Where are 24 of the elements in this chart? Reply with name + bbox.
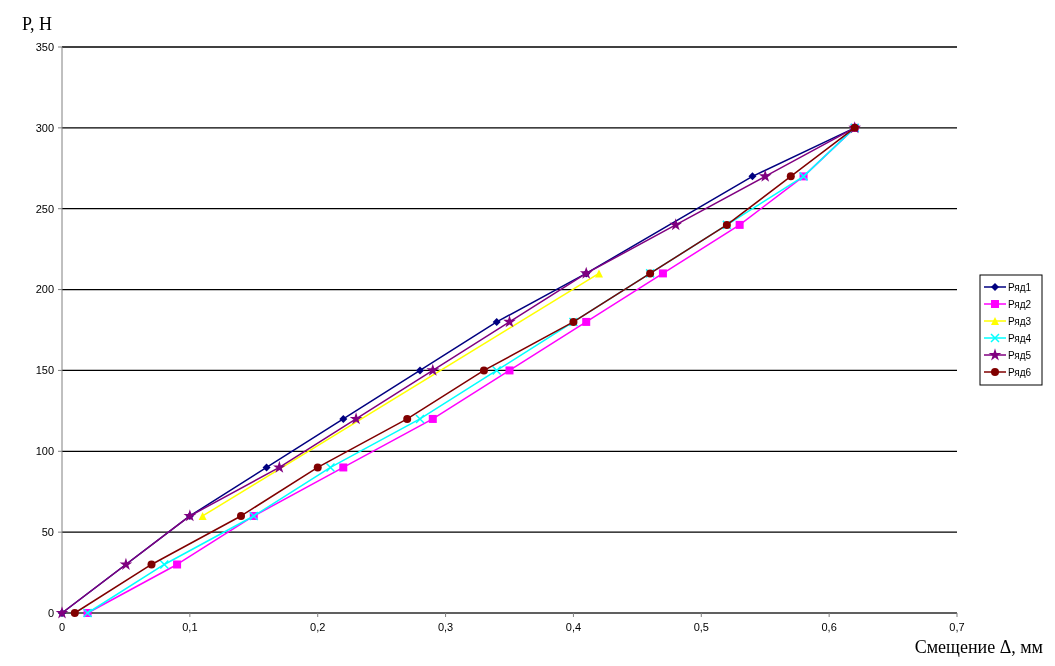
y-tick-label: 100 [35,445,54,458]
x-tick-label: 0,4 [565,621,582,633]
x-tick-label: 0,2 [310,621,326,633]
x-tick-label: 0,7 [949,621,965,633]
legend-label: Ряд1 [1008,281,1032,293]
x-tick-label: 0,3 [437,621,454,633]
legend-label: Ряд2 [1008,298,1032,310]
x-axis-title: Смещение Δ, мм [914,637,1043,657]
x-tick-label: 0 [58,621,66,633]
legend-label: Ряд6 [1008,366,1032,378]
y-tick-label: 150 [35,364,54,377]
x-tick-label: 0,5 [693,621,709,633]
y-tick-label: 50 [41,525,54,538]
legend-label: Ряд3 [1008,315,1032,327]
y-tick-label: 250 [35,202,54,215]
y-axis-title: P, H [22,14,53,34]
y-tick-label: 200 [35,283,54,296]
legend-label: Ряд5 [1008,349,1032,361]
x-tick-label: 0,1 [182,621,198,633]
x-tick-label: 0,6 [821,621,837,633]
legend-label: Ряд4 [1008,332,1032,344]
y-tick-label: 350 [35,40,54,53]
y-tick-label: 0 [47,606,54,619]
y-tick-label: 300 [35,121,54,134]
